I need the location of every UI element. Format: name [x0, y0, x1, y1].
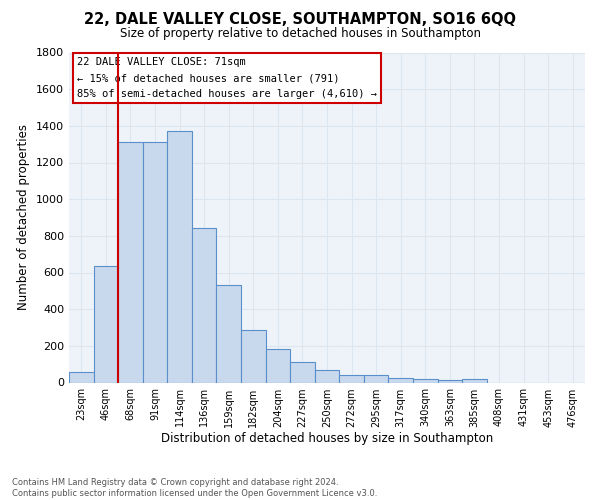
Bar [437, 380, 462, 382]
Bar [462, 379, 487, 382]
Text: Size of property relative to detached houses in Southampton: Size of property relative to detached ho… [119, 28, 481, 40]
Bar [118, 142, 143, 382]
Bar [315, 370, 339, 382]
Bar [69, 372, 94, 382]
Bar [266, 348, 290, 382]
Bar [217, 286, 241, 382]
Bar [143, 142, 167, 382]
Bar [388, 378, 413, 382]
Text: 22 DALE VALLEY CLOSE: 71sqm
← 15% of detached houses are smaller (791)
85% of se: 22 DALE VALLEY CLOSE: 71sqm ← 15% of det… [77, 58, 377, 98]
Bar [94, 266, 118, 382]
X-axis label: Distribution of detached houses by size in Southampton: Distribution of detached houses by size … [161, 432, 493, 446]
Bar [339, 375, 364, 382]
Y-axis label: Number of detached properties: Number of detached properties [17, 124, 31, 310]
Bar [290, 362, 315, 382]
Bar [413, 379, 437, 382]
Bar [167, 132, 192, 382]
Text: 22, DALE VALLEY CLOSE, SOUTHAMPTON, SO16 6QQ: 22, DALE VALLEY CLOSE, SOUTHAMPTON, SO16… [84, 12, 516, 28]
Text: Contains HM Land Registry data © Crown copyright and database right 2024.
Contai: Contains HM Land Registry data © Crown c… [12, 478, 377, 498]
Bar [192, 228, 217, 382]
Bar [241, 330, 266, 382]
Bar [364, 375, 388, 382]
